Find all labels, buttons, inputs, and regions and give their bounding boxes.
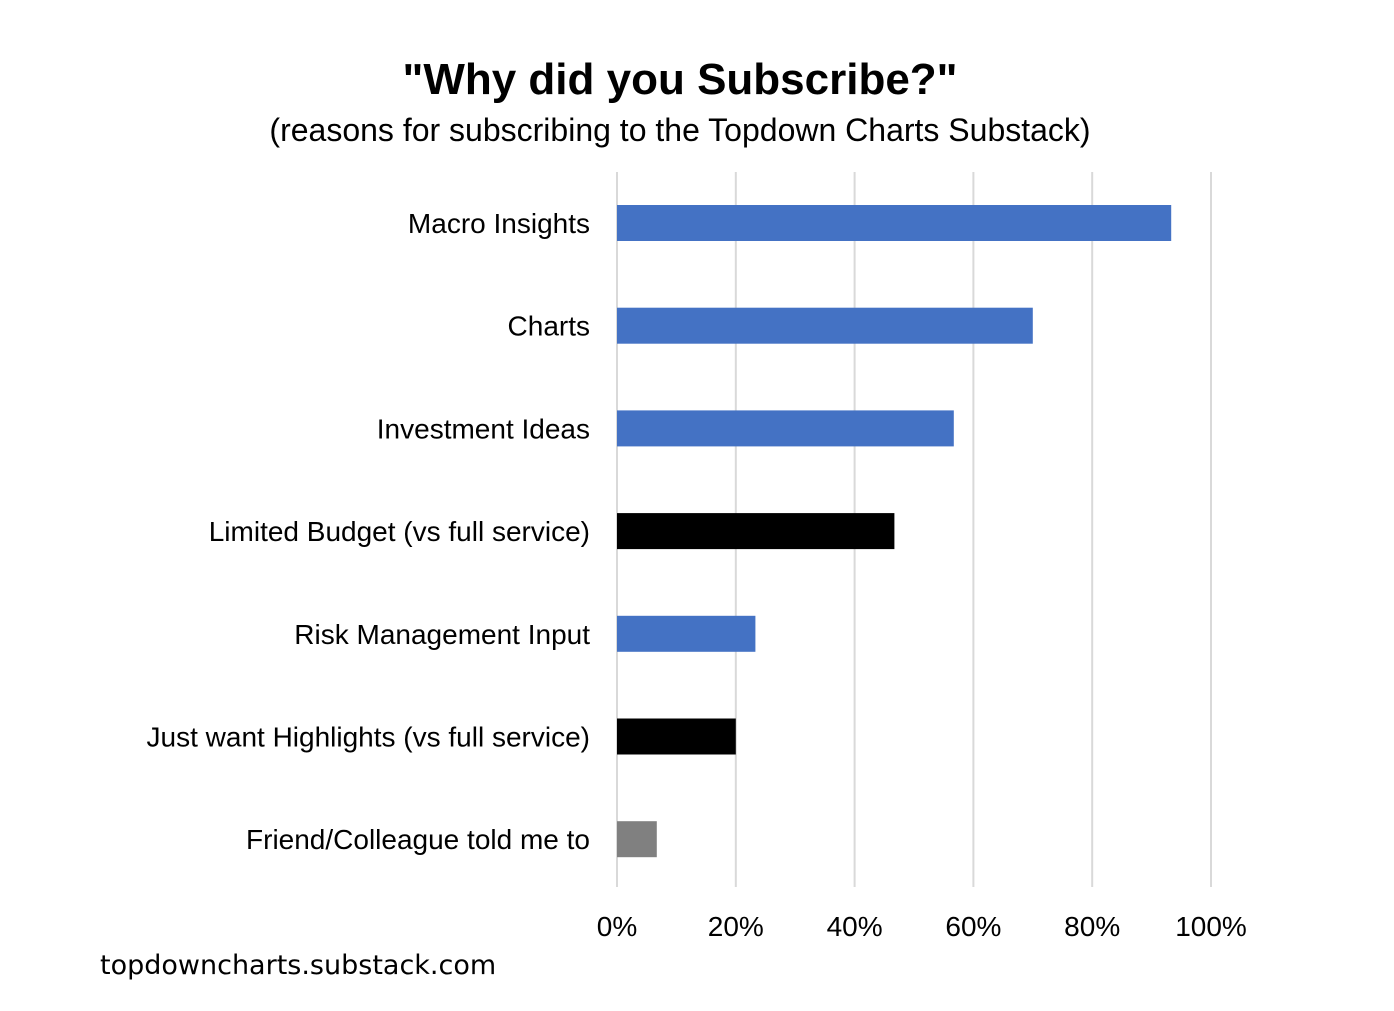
chart-subtitle: (reasons for subscribing to the Topdown … [269,112,1091,148]
bar [617,205,1172,241]
category-label: Investment Ideas [377,413,590,444]
x-tick-label: 0% [597,911,637,942]
category-label: Macro Insights [408,208,590,239]
bar [617,513,895,550]
x-tick-label: 40% [827,911,883,942]
category-label: Just want Highlights (vs full service) [147,722,590,753]
category-label: Risk Management Input [294,619,590,650]
bars [617,205,1172,858]
bar [617,615,756,652]
x-tick-label: 100% [1175,911,1247,942]
category-labels: Macro Insights Charts Investment Ideas Limi… [147,208,591,855]
category-label: Charts [508,311,590,342]
x-tick-label: 60% [945,911,1001,942]
bar [617,410,954,447]
bar [617,307,1033,344]
bar [617,821,657,858]
x-tick-label: 20% [708,911,764,942]
source-watermark: topdowncharts.substack.com [100,950,497,981]
x-axis-tick-labels: 0% 20% 40% 60% 80% 100% [597,911,1247,942]
x-tick-label: 80% [1064,911,1120,942]
category-label: Limited Budget (vs full service) [209,516,590,547]
bar [617,718,736,755]
chart-title: "Why did you Subscribe?" [402,55,958,104]
category-label: Friend/Colleague told me to [246,824,590,855]
